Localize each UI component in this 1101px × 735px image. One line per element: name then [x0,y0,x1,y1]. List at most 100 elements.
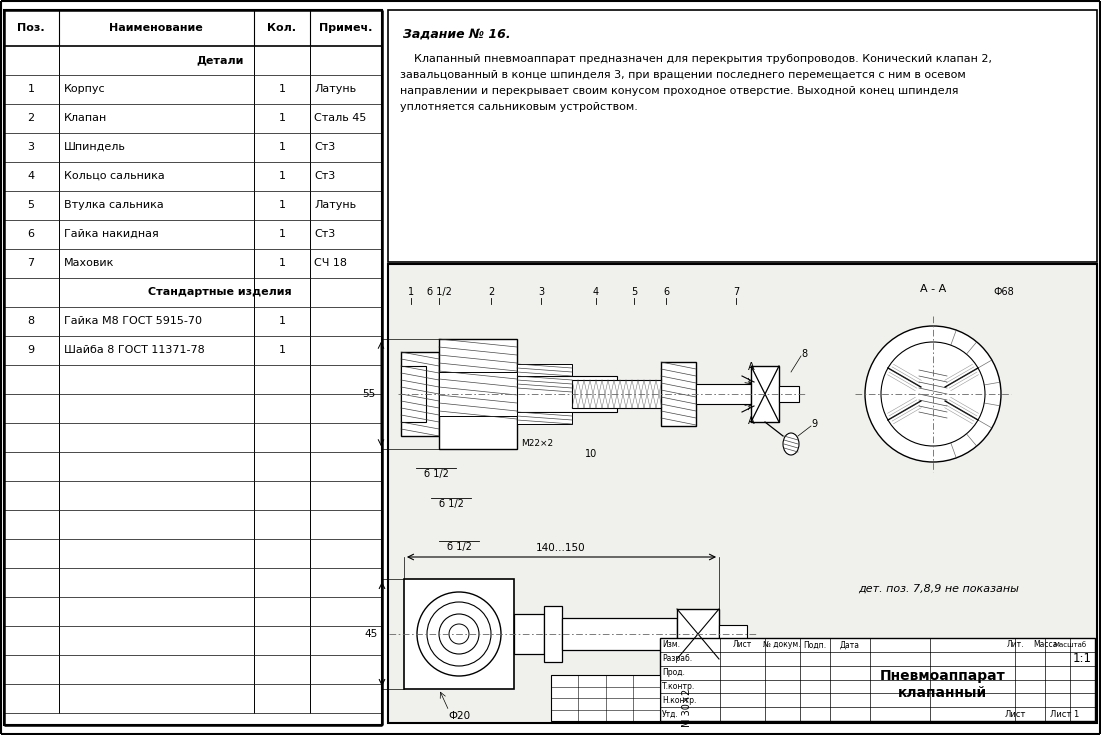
Text: Масса: Масса [1033,640,1057,650]
Text: А: А [748,416,754,426]
Text: Лист 1: Лист 1 [1050,709,1079,719]
Text: б 1/2: б 1/2 [424,469,448,479]
Text: Шпиндель: Шпиндель [64,142,126,152]
Bar [517,376,617,412]
Text: Ф20: Ф20 [448,711,470,721]
Text: Стандартные изделия: Стандартные изделия [149,287,292,297]
Bar [661,362,696,426]
Bar [562,618,677,650]
Text: Ст3: Ст3 [314,142,335,152]
Text: 8: 8 [802,349,807,359]
Text: А: А [748,362,754,372]
Text: Пневмоаппарат
клапанный: Пневмоаппарат клапанный [880,670,1005,700]
Bar [677,609,719,659]
Text: 1: 1 [279,316,285,326]
Bar [517,364,573,376]
Text: 2: 2 [28,113,34,123]
Text: 5: 5 [631,287,637,297]
Text: Клапанный пневмоаппарат предназначен для перекрытия трубопроводов. Конический кл: Клапанный пневмоаппарат предназначен для… [400,54,992,64]
Bar [780,386,799,402]
Text: Кольцо сальника: Кольцо сальника [64,171,165,181]
Text: Латунь: Латунь [314,200,356,210]
Text: 4: 4 [593,287,599,297]
Circle shape [427,602,491,666]
Text: 55: 55 [362,389,375,399]
Text: Гайка М8 ГОСТ 5915-70: Гайка М8 ГОСТ 5915-70 [64,316,201,326]
Bar [401,366,426,422]
Text: Ф68: Ф68 [993,287,1014,297]
Text: 3: 3 [538,287,544,297]
Bar [919,370,947,418]
Bar [401,352,439,436]
Text: Т.контр.: Т.контр. [662,682,695,691]
Text: № докум.: № докум. [763,640,800,650]
Text: 1: 1 [279,171,285,181]
Text: Маховик: Маховик [64,258,115,268]
Text: Сталь 45: Сталь 45 [314,113,367,123]
Text: М22×2: М22×2 [521,439,553,448]
Text: 1:1: 1:1 [1073,652,1092,665]
Text: Клапан: Клапан [64,113,107,123]
Text: Корпус: Корпус [64,84,106,94]
Bar [751,366,780,422]
Bar [404,579,514,689]
Text: уплотняется сальниковым устройством.: уплотняется сальниковым устройством. [400,102,637,112]
Text: Дата: Дата [840,640,860,650]
Circle shape [865,326,1001,462]
Text: 6: 6 [663,287,669,297]
Bar [514,614,544,654]
Text: Масштаб: Масштаб [1054,642,1087,648]
Text: Детали: Детали [196,55,243,65]
Bar [439,372,517,416]
Text: Лит.: Лит. [1006,640,1024,650]
Bar [719,625,746,643]
Text: 6: 6 [28,229,34,239]
Text: СЧ 18: СЧ 18 [314,258,347,268]
Circle shape [449,624,469,644]
Bar [696,384,751,404]
Text: Разраб.: Разраб. [662,654,693,663]
Text: 5: 5 [28,200,34,210]
Bar [659,638,1095,721]
Bar [388,10,1097,262]
Bar [439,339,517,449]
Text: Задание № 16.: Задание № 16. [403,28,511,41]
Text: Изм.: Изм. [662,640,680,650]
Text: направлении и перекрывает своим конусом проходное отверстие. Выходной конец шпин: направлении и перекрывает своим конусом … [400,86,959,96]
Bar [388,264,1097,723]
Text: 1: 1 [279,113,285,123]
Text: 1: 1 [279,229,285,239]
Circle shape [881,342,985,446]
Text: Ст3: Ст3 [314,171,335,181]
Text: завальцованный в конце шпинделя 3, при вращении последнего перемещается с ним в : завальцованный в конце шпинделя 3, при в… [400,70,966,80]
Bar [517,412,573,424]
Text: Латунь: Латунь [314,84,356,94]
Text: 10: 10 [585,449,597,459]
Text: 1: 1 [279,200,285,210]
Text: Лист: Лист [1004,709,1026,719]
Text: б 1/2: б 1/2 [438,499,464,509]
Text: б 1/2: б 1/2 [447,542,471,552]
Circle shape [417,592,501,676]
Bar [4,10,382,725]
Text: 8: 8 [28,316,34,326]
Circle shape [439,614,479,654]
Text: б 1/2: б 1/2 [426,287,451,297]
Text: М 30×2: М 30×2 [682,689,693,727]
Text: Втулка сальника: Втулка сальника [64,200,164,210]
Text: Примеч.: Примеч. [319,23,372,33]
Text: 1: 1 [279,142,285,152]
Bar [552,675,659,721]
Text: Шайба 8 ГОСТ 11371-78: Шайба 8 ГОСТ 11371-78 [64,345,205,355]
Bar [544,606,562,662]
Text: 9: 9 [811,419,817,429]
Text: Кол.: Кол. [268,23,296,33]
Text: 4: 4 [28,171,34,181]
Text: 1: 1 [408,287,414,297]
Text: Гайка накидная: Гайка накидная [64,229,159,239]
Text: Н.контр.: Н.контр. [662,696,696,705]
Text: 7: 7 [28,258,34,268]
Text: 9: 9 [28,345,34,355]
Text: Прод.: Прод. [662,668,685,677]
Text: 3: 3 [28,142,34,152]
